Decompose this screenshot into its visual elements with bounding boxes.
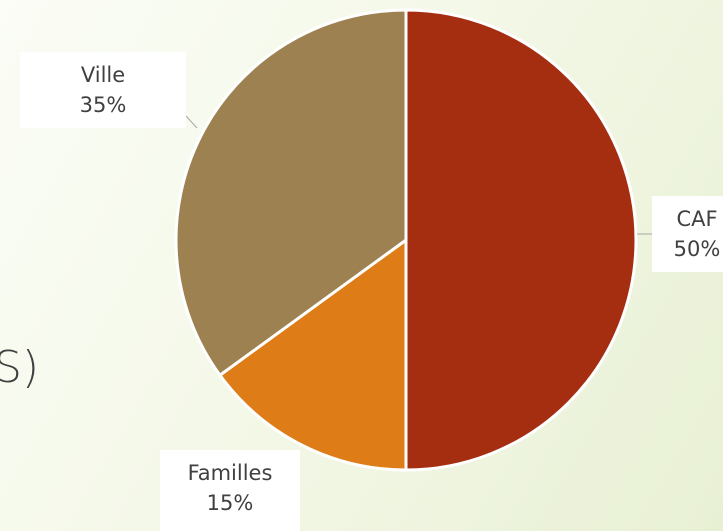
slice-label-caf: CAF 50% [652,196,723,272]
slice-label-caf-percent: 50% [673,237,721,261]
label-leader-lines [185,115,652,235]
leader-line-ville [185,115,198,129]
slice-label-familles-name: Familles [187,461,273,485]
pie-slice-familles [217,237,408,472]
slice-label-caf-name: CAF [676,207,718,231]
slice-label-ville-percent: 35% [79,93,127,117]
slide-body-text-fragment: S) [0,342,40,393]
slice-label-ville: Ville 35% [20,52,186,128]
slice-label-ville-name: Ville [80,63,126,87]
slice-label-familles: Familles 15% [160,450,300,531]
slice-label-familles-percent: 15% [206,491,254,515]
pie-slice-caf [404,8,638,472]
pie-slices [174,8,638,472]
pie-slice-ville [174,8,408,378]
